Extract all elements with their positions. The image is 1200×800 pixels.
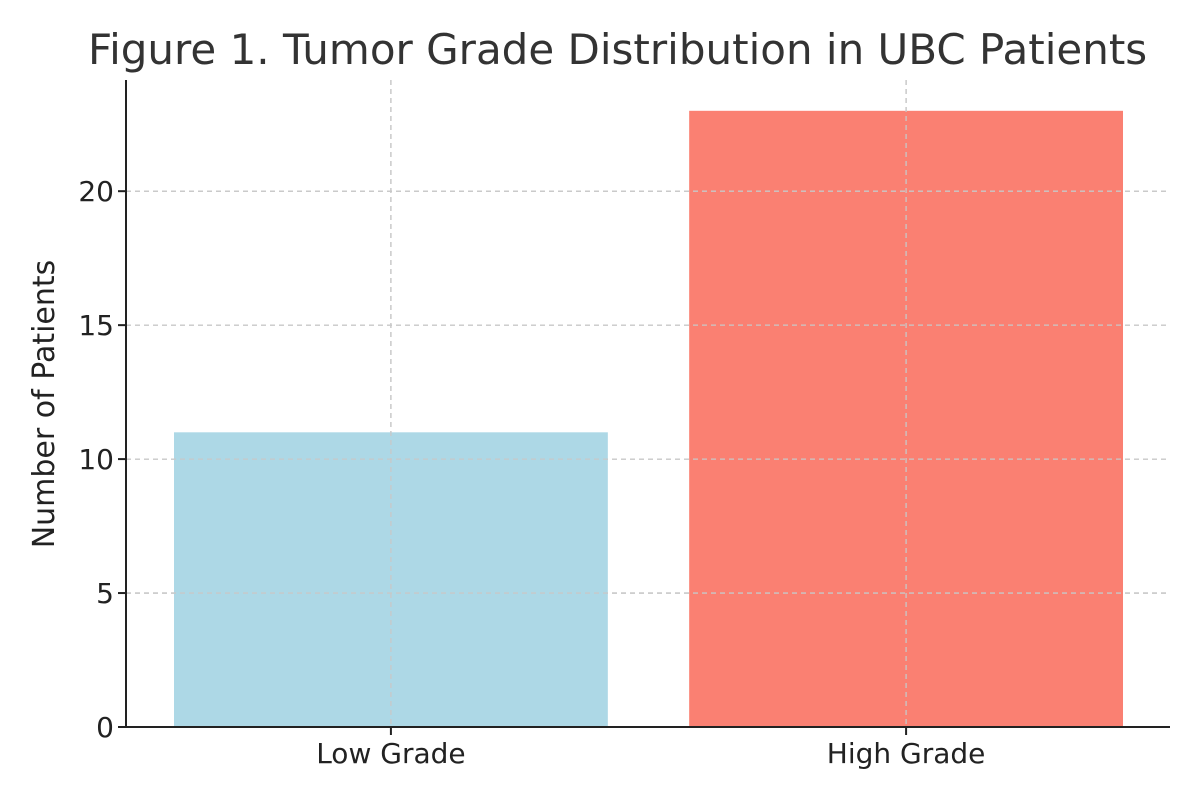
y-tick-label: 0 [96,711,114,744]
y-tick-label: 5 [96,577,114,610]
y-axis-title: Number of Patients [27,260,62,549]
bar [689,110,1123,728]
bars [126,80,1170,728]
x-tick-label: High Grade [827,737,986,770]
y-tick-label: 15 [78,309,114,342]
chart-title: Figure 1. Tumor Grade Distribution in UB… [88,25,1147,74]
y-axis: 0 5 10 15 20 [78,80,127,744]
x-axis: Low Grade High Grade [126,726,1170,770]
y-tick-label: 10 [78,443,114,476]
y-tick-label: 20 [78,175,114,208]
x-tick-label: Low Grade [316,737,465,770]
